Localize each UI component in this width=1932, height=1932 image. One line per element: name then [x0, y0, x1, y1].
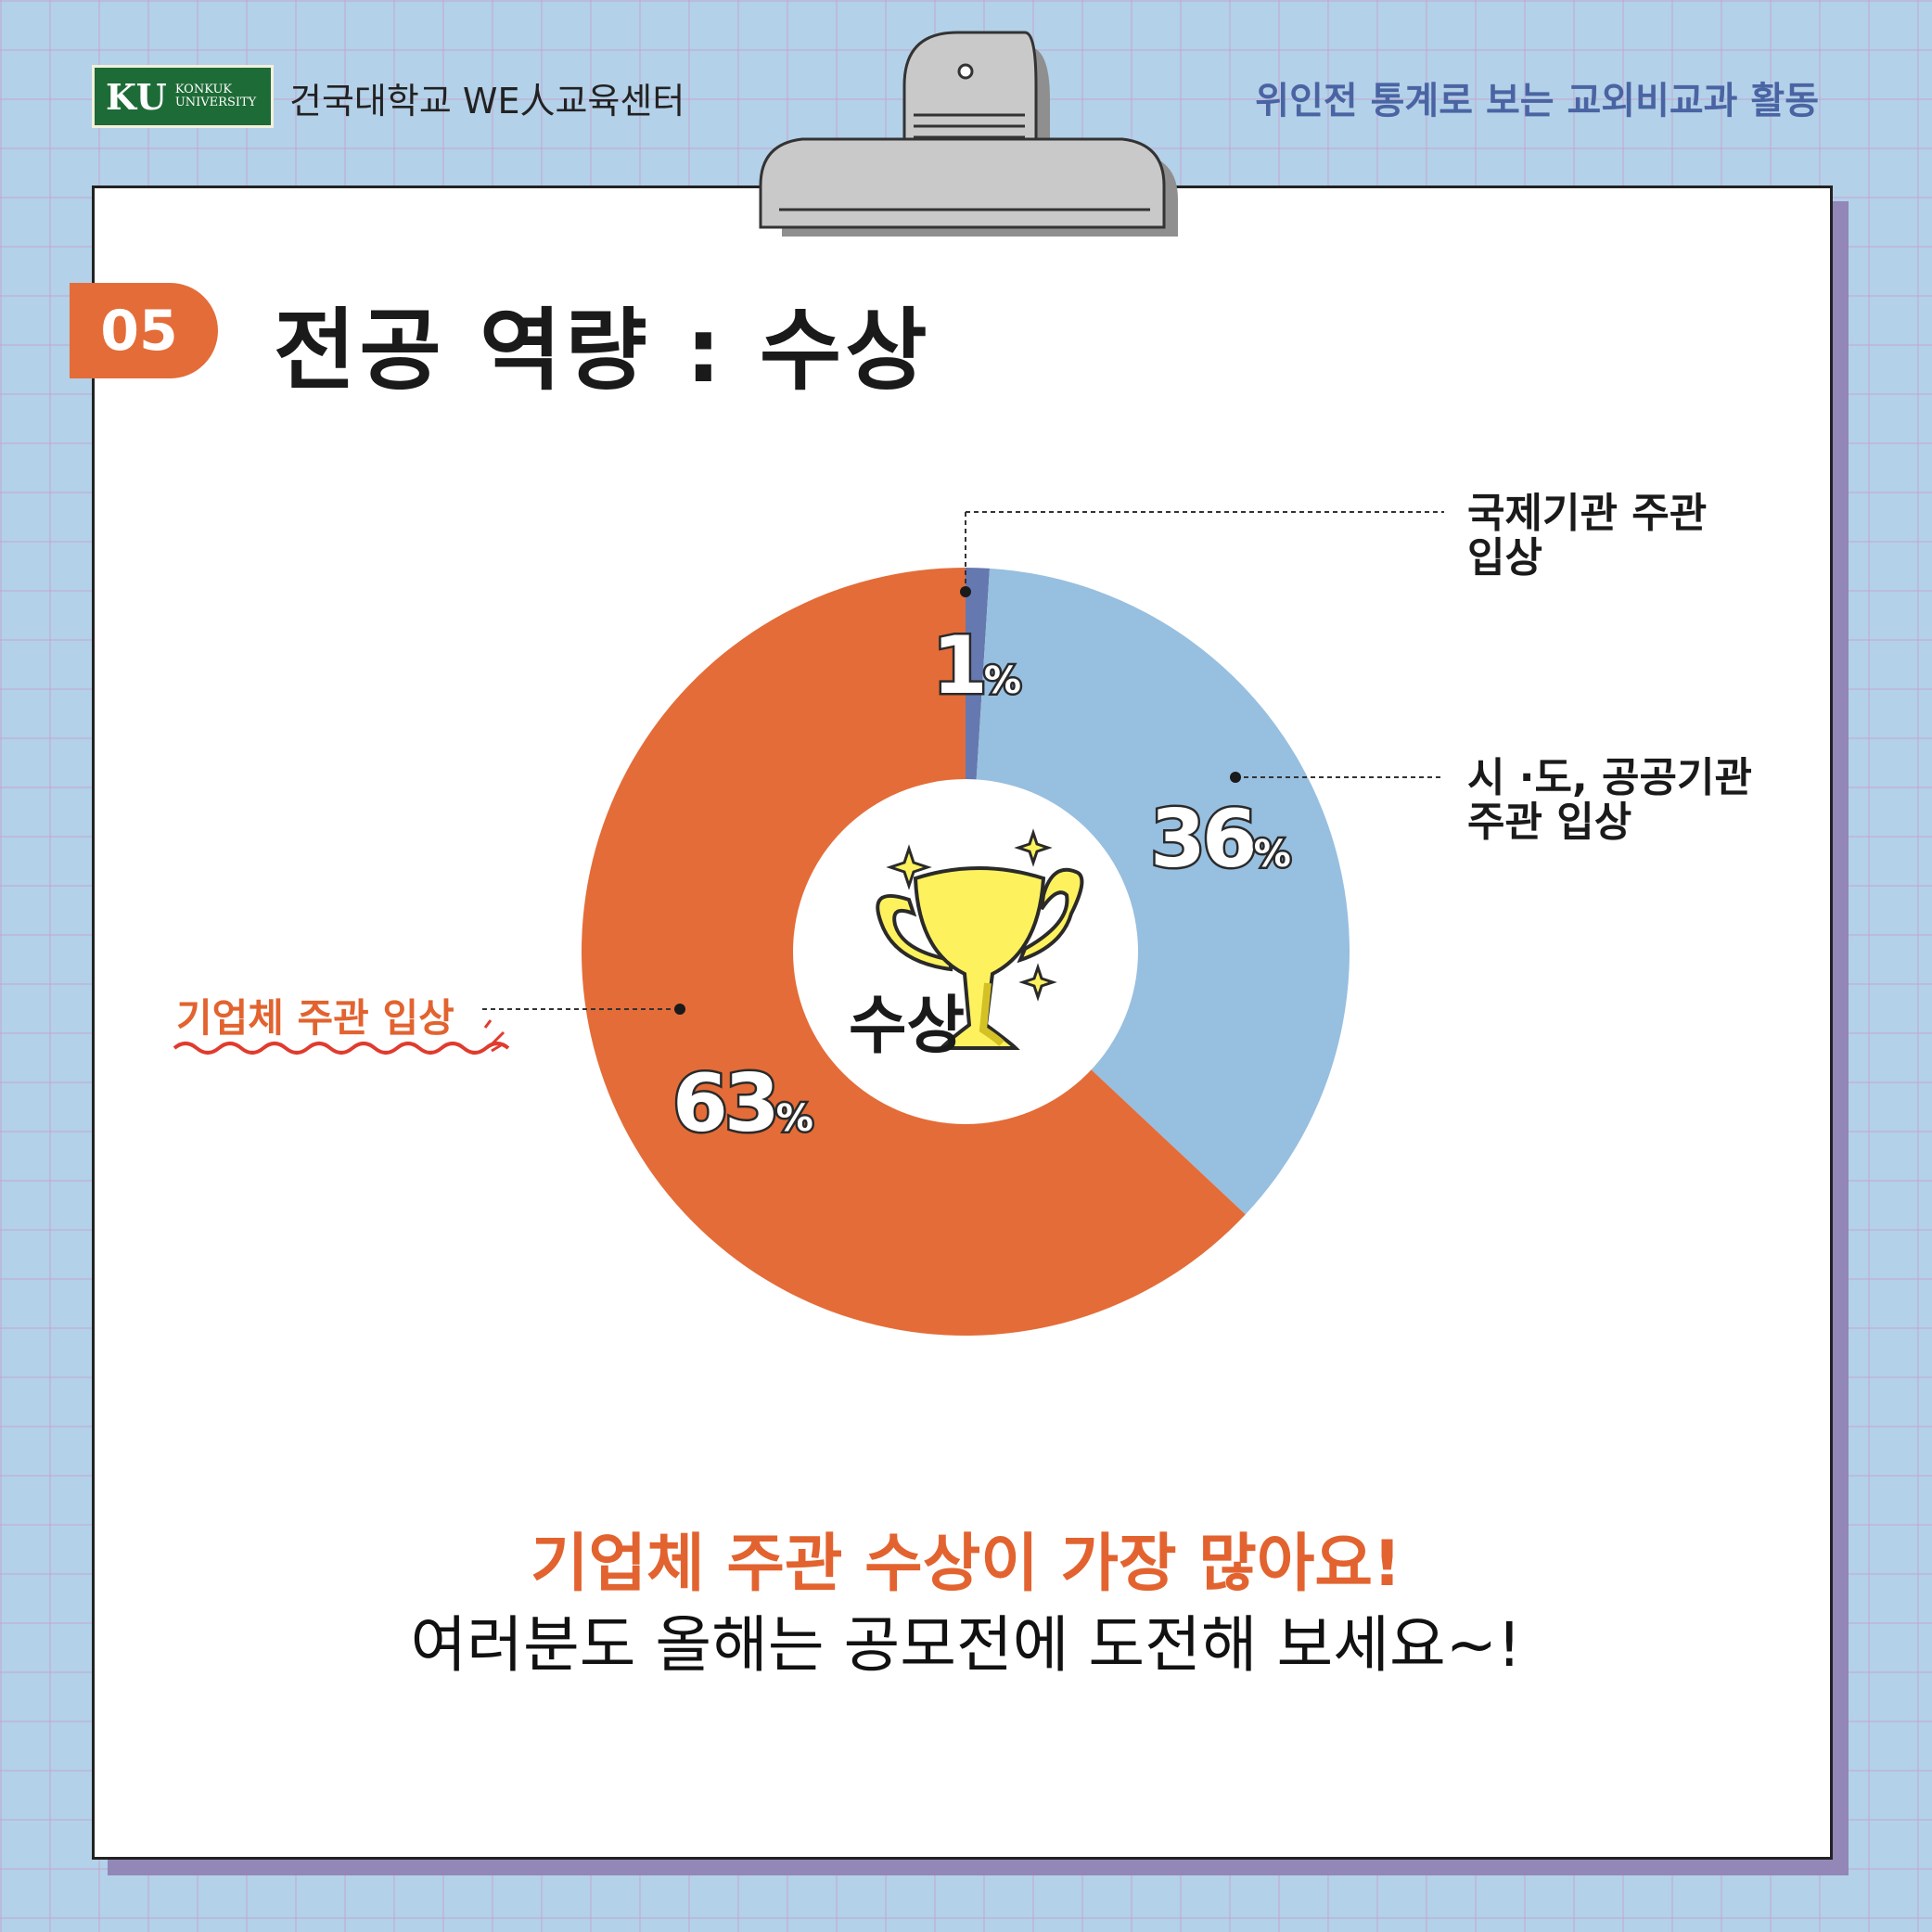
pct-label-international: 1% [930, 618, 1024, 715]
logo-ku-text: KU [106, 75, 168, 118]
footer-headline: 기업체 주관 수상이 가장 많아요! [531, 1528, 1401, 1601]
pct-value-company: 63 [671, 1056, 783, 1153]
legend-international: 국제기관 주관 입상 [1467, 490, 1708, 582]
leader-dot-public [1230, 772, 1241, 783]
konkuk-logo: KU KONKUK UNIVERSITY [92, 65, 274, 128]
pct-value-public: 36 [1148, 791, 1260, 889]
pct-label-public: 36% [1148, 791, 1294, 889]
leader-dot-company [674, 1004, 685, 1015]
series-title: 위인전 통계로 보는 교외비교과 활동 [1255, 80, 1819, 122]
org-name: 건국대학교 WE人교육센터 [289, 81, 685, 122]
section-number-badge: 05 [70, 283, 218, 378]
leader-dot-international [960, 586, 971, 597]
slice-public [966, 568, 1350, 1215]
pct-label-company: 63% [671, 1056, 816, 1153]
clipboard-clip-icon [759, 31, 1178, 237]
wavy-underline [173, 1042, 510, 1055]
pct-sign: % [774, 1095, 815, 1143]
legend-public: 시 ·도, 공공기관 주관 입상 [1467, 754, 1752, 846]
pct-value-international: 1 [930, 618, 991, 715]
legend-company: 기업체 주관 입상 [176, 995, 454, 1041]
center-label: 수상 [849, 990, 966, 1063]
emphasis-marks [483, 1019, 505, 1053]
pct-sign: % [1251, 831, 1293, 878]
pct-sign: % [981, 658, 1023, 705]
footer-subline: 여러분도 올해는 공모전에 도전해 보세요~! [410, 1609, 1522, 1681]
logo-konkuk-text: KONKUK [174, 83, 233, 96]
trophy-icon [876, 828, 1084, 1050]
logo-university-text: KONKUK UNIVERSITY [175, 83, 256, 109]
logo-university-word: UNIVERSITY [174, 96, 257, 109]
section-title: 전공 역량 : 수상 [274, 299, 931, 403]
